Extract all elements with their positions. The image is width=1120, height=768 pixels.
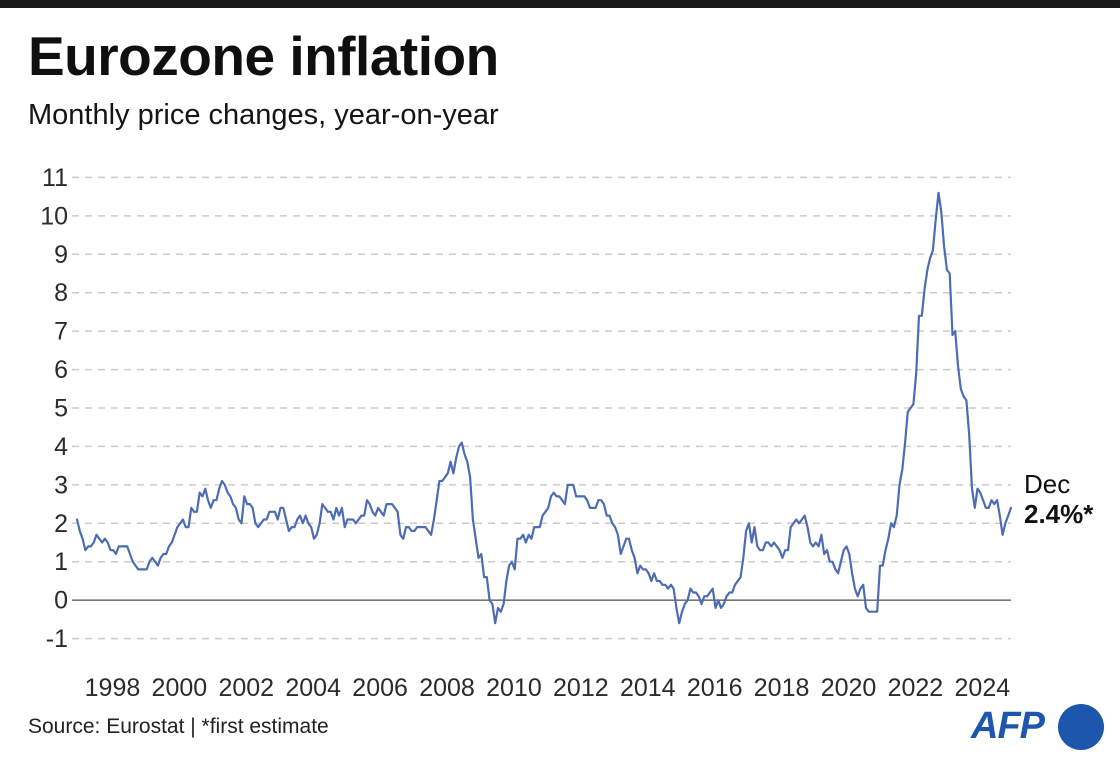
- y-tick-label: 8: [54, 279, 68, 307]
- x-tick-label: 2000: [152, 674, 208, 702]
- y-tick-label: 0: [54, 587, 68, 615]
- top-bar: [0, 0, 1120, 8]
- x-tick-label: 2020: [821, 674, 877, 702]
- page-subtitle: Monthly price changes, year-on-year: [28, 99, 499, 131]
- inflation-line: [75, 191, 1013, 625]
- source-credit: Source: Eurostat | *first estimate: [28, 715, 329, 738]
- y-tick-label: 2: [54, 510, 68, 538]
- x-tick-label: 2004: [285, 674, 341, 702]
- y-tick-label: 3: [54, 471, 68, 499]
- y-tick-label: 4: [54, 433, 68, 461]
- x-tick-label: 2014: [620, 674, 676, 702]
- x-tick-label: 2022: [888, 674, 944, 702]
- y-tick-label: -1: [46, 625, 68, 653]
- y-tick-label: 6: [54, 356, 68, 384]
- x-tick-label: 2002: [218, 674, 274, 702]
- page-title: Eurozone inflation: [28, 25, 499, 87]
- x-tick-label: 2008: [419, 674, 475, 702]
- x-tick-label: 2024: [955, 674, 1011, 702]
- y-tick-label: 9: [54, 241, 68, 269]
- y-tick-label: 1: [54, 548, 68, 576]
- x-tick-label: 2012: [553, 674, 609, 702]
- last-value-label: 2.4%*: [1024, 499, 1094, 529]
- y-tick-label: 5: [54, 395, 68, 423]
- x-tick-label: 2016: [687, 674, 743, 702]
- y-tick-label: 10: [40, 202, 68, 230]
- last-value-month-label: Dec: [1024, 469, 1071, 499]
- y-tick-label: 7: [54, 318, 68, 346]
- afp-logo-text: AFP: [971, 705, 1045, 747]
- last-value-annotation: Dec 2.4%*: [1024, 469, 1093, 529]
- afp-logo-circle-icon: [1058, 704, 1104, 750]
- x-tick-label: 2018: [754, 674, 810, 702]
- x-tick-label: 1998: [85, 674, 141, 702]
- x-tick-label: 2010: [486, 674, 542, 702]
- x-tick-label: 2006: [352, 674, 408, 702]
- y-tick-label: 11: [42, 164, 68, 192]
